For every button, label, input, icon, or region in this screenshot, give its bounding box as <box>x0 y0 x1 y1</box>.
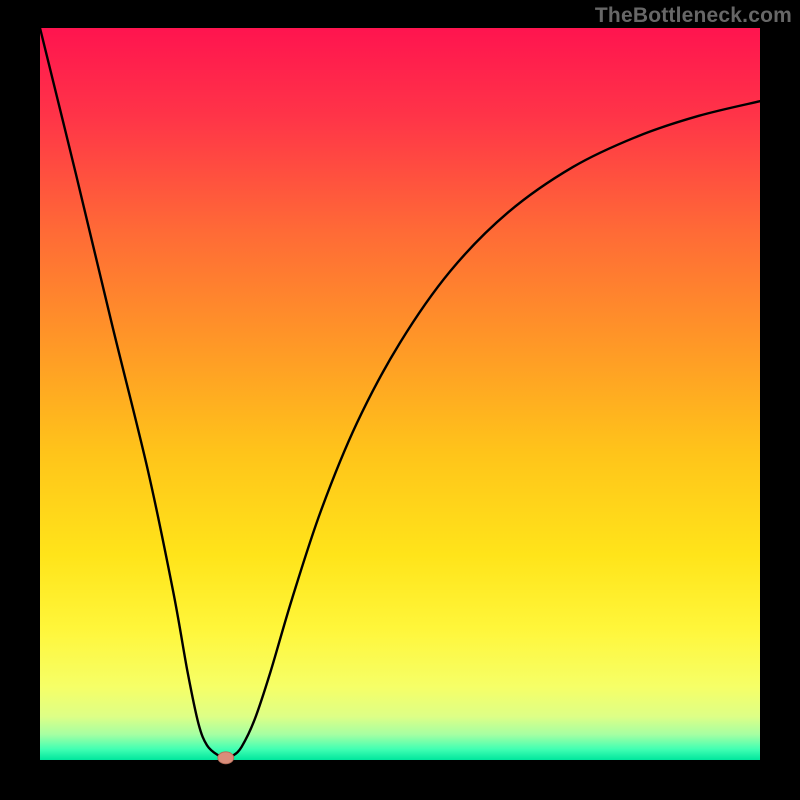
watermark-text: TheBottleneck.com <box>595 4 792 28</box>
plot-background-gradient <box>40 28 760 760</box>
chart-container: TheBottleneck.com <box>0 0 800 800</box>
optimum-marker <box>218 752 234 764</box>
bottleneck-curve-chart <box>0 0 800 800</box>
